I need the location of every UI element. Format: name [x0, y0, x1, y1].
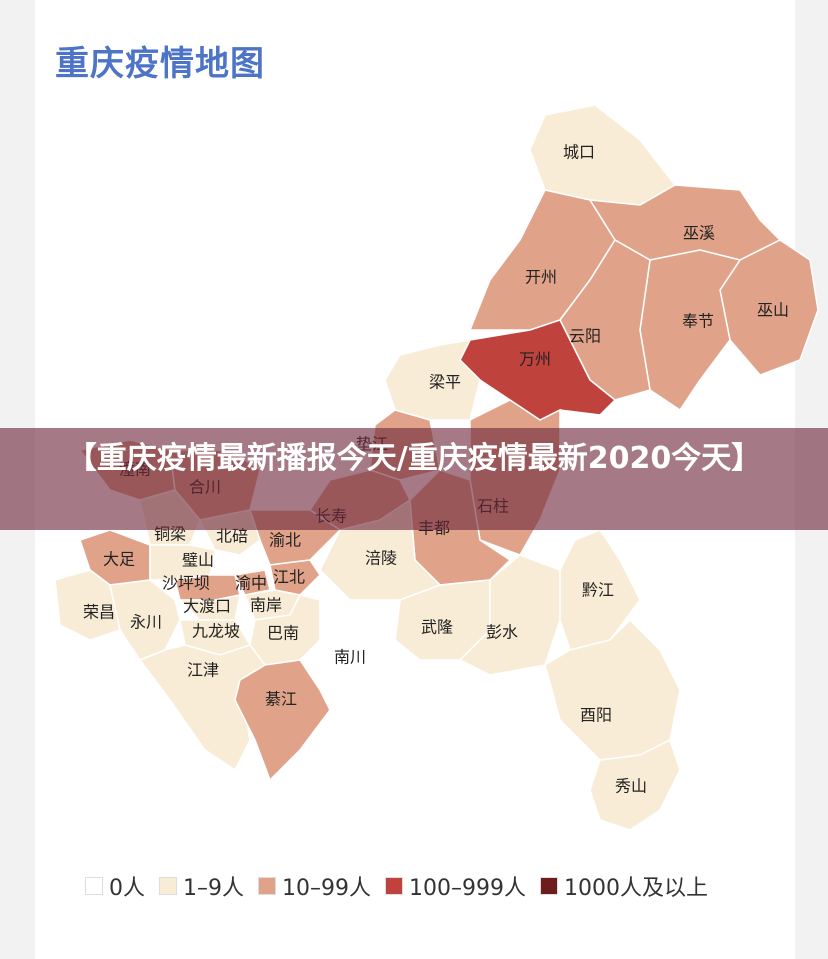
- region: [589, 738, 681, 831]
- legend-item: 100–999人: [385, 870, 526, 902]
- region-label: 奉节: [682, 312, 714, 331]
- legend: 0人 1–9人 10–99人 100–999人 1000人及以上: [85, 870, 722, 902]
- region: [544, 618, 681, 761]
- region: [384, 339, 481, 421]
- banner: 【重庆疫情最新播报今天/重庆疫情最新2020今天】: [0, 428, 828, 530]
- region-label: 涪陵: [365, 549, 397, 568]
- legend-item: 10–99人: [258, 870, 371, 902]
- region: [529, 104, 677, 206]
- region-label: 开州: [525, 268, 557, 287]
- region-label: 城口: [563, 143, 595, 162]
- map-title: 重庆疫情地图: [55, 44, 265, 84]
- legend-swatch: [258, 877, 276, 895]
- region: [234, 659, 331, 782]
- region-label: 荣昌: [83, 603, 115, 622]
- region-label: 万州: [519, 350, 551, 369]
- region-label: 渝北: [269, 531, 301, 550]
- region-label: 梁平: [429, 373, 461, 392]
- region-label: 云阳: [569, 327, 601, 346]
- region-label: 南川: [334, 648, 366, 667]
- region-label: 北碚: [216, 527, 248, 546]
- legend-label: 1–9人: [183, 876, 244, 901]
- region-label: 沙坪坝: [162, 574, 210, 593]
- region: [269, 559, 321, 596]
- legend-label: 0人: [109, 876, 145, 901]
- region-label: 渝中: [235, 574, 267, 593]
- legend-swatch: [385, 877, 403, 895]
- region-label: 永川: [130, 613, 162, 632]
- legend-swatch: [159, 877, 177, 895]
- region-label: 大足: [103, 550, 135, 569]
- legend-swatch: [85, 877, 103, 895]
- region-label: 大渡口: [183, 597, 231, 616]
- region-label: 綦江: [265, 690, 297, 709]
- legend-label: 1000人及以上: [563, 876, 708, 901]
- region-label: 黔江: [582, 581, 614, 600]
- legend-label: 10–99人: [282, 876, 371, 901]
- region: [559, 529, 641, 651]
- region-label: 巴南: [267, 624, 299, 643]
- region-label: 巫溪: [683, 224, 715, 243]
- region-label: 彭水: [486, 623, 518, 642]
- region: [319, 599, 401, 721]
- region-label: 武隆: [421, 618, 453, 637]
- region: [178, 594, 241, 621]
- region-label: 酉阳: [580, 706, 612, 725]
- region-label: 江北: [273, 568, 305, 587]
- region-label: 江津: [187, 661, 219, 680]
- region-label: 九龙坡: [192, 622, 240, 641]
- region: [109, 579, 181, 661]
- region-label: 巫山: [757, 301, 789, 320]
- region: [233, 569, 271, 596]
- region-label: 璧山: [182, 551, 214, 570]
- legend-item: 0人: [85, 870, 145, 902]
- legend-item: 1000人及以上: [539, 870, 708, 902]
- legend-item: 1–9人: [159, 870, 244, 902]
- region-label: 秀山: [615, 777, 647, 796]
- legend-swatch: [539, 877, 558, 895]
- region-label: 南岸: [250, 596, 282, 615]
- legend-label: 100–999人: [409, 876, 526, 901]
